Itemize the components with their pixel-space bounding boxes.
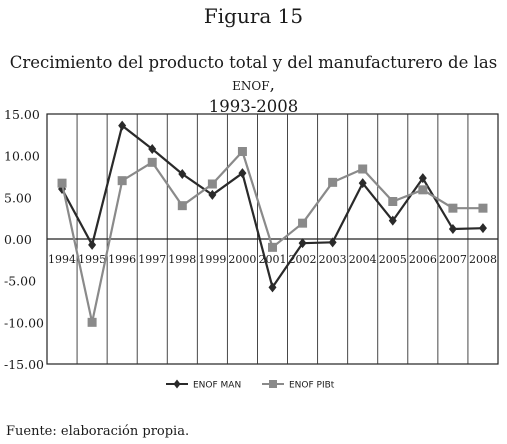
chart-title-line2: 1993-2008 <box>208 97 299 116</box>
data-point <box>388 215 397 226</box>
data-point <box>298 238 307 249</box>
legend-swatch-marker <box>173 379 181 389</box>
x-tick-label: 2006 <box>409 253 437 266</box>
data-point <box>418 185 428 195</box>
data-point <box>147 157 157 167</box>
x-tick-label: 2005 <box>379 253 407 266</box>
y-tick-label: -10.00 <box>4 315 44 330</box>
x-tick-label: 2003 <box>319 253 347 266</box>
figure-label: Figura 15 <box>203 4 304 28</box>
chart-title: Crecimiento del producto total y del man… <box>0 52 507 118</box>
x-tick-label: 1995 <box>78 253 106 266</box>
y-tick-label: 0.00 <box>4 232 32 247</box>
data-point <box>207 179 217 189</box>
y-tick-label: -5.00 <box>4 274 36 289</box>
legend-label: ENOF MAN <box>193 381 241 391</box>
data-point <box>388 197 398 206</box>
data-point <box>478 223 487 234</box>
data-point <box>88 239 97 250</box>
x-tick-label: 2007 <box>439 253 467 266</box>
y-tick-label: -15.00 <box>4 357 44 372</box>
chart-title-acronym: enof, <box>232 75 275 94</box>
y-tick-label: 15.00 <box>4 107 40 122</box>
x-tick-label: 2002 <box>289 253 317 266</box>
data-point <box>178 169 187 179</box>
y-tick-label: 5.00 <box>4 190 32 205</box>
x-tick-label: 2001 <box>259 253 287 266</box>
data-point <box>358 164 368 174</box>
data-point <box>268 282 277 293</box>
chart-title-line1: Crecimiento del producto total y del man… <box>9 53 498 72</box>
data-point <box>298 218 308 228</box>
y-tick-label: 10.00 <box>4 149 40 164</box>
data-point <box>177 201 187 211</box>
data-point <box>238 168 247 179</box>
data-point <box>268 242 277 252</box>
source-note: Fuente: elaboración propia. <box>6 424 190 439</box>
x-tick-label: 1994 <box>48 253 76 266</box>
x-tick-label: 2004 <box>349 253 377 266</box>
data-point <box>87 317 97 327</box>
data-point <box>478 203 488 213</box>
legend-swatch-marker <box>269 380 277 388</box>
x-tick-label: 1998 <box>168 253 196 266</box>
data-point <box>57 178 67 188</box>
data-point <box>418 173 427 184</box>
data-point <box>328 177 338 187</box>
data-point <box>117 176 127 186</box>
x-tick-label: 2008 <box>469 253 497 266</box>
data-point <box>328 237 337 248</box>
data-point <box>208 189 217 200</box>
legend-label: ENOF PIBt <box>289 381 335 391</box>
data-point <box>118 120 127 131</box>
data-point <box>358 178 367 189</box>
data-point <box>448 224 457 234</box>
x-tick-label: 1996 <box>108 253 136 266</box>
data-point <box>237 147 247 156</box>
data-point <box>148 144 157 154</box>
x-tick-label: 2000 <box>228 253 256 266</box>
x-tick-label: 1999 <box>198 253 226 266</box>
x-tick-label: 1997 <box>138 253 166 266</box>
data-point <box>448 203 458 213</box>
